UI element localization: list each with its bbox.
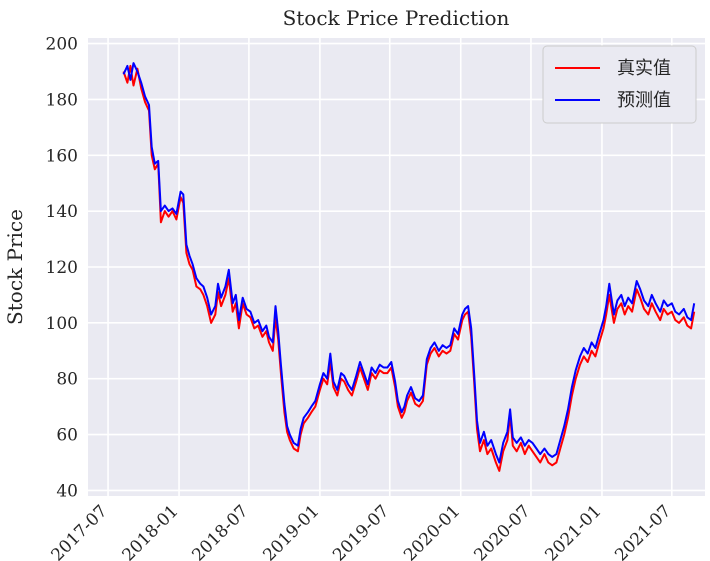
x-tick-labels: 2017-07 2018-01 2018-07 2019-01 2019-07 2020-… — [48, 501, 676, 561]
x-tick-label: 2018-07 — [188, 501, 252, 561]
x-tick-label: 2020-01 — [400, 501, 464, 561]
y-tick-label: 180 — [46, 90, 78, 110]
y-tick-label: 100 — [46, 314, 78, 334]
y-tick-label: 200 — [46, 35, 78, 55]
x-tick-label: 2017-07 — [48, 501, 112, 561]
series-line-actual — [122, 64, 696, 472]
legend-box — [542, 45, 697, 124]
legend: 真实值 预测值 — [542, 45, 697, 124]
x-tick-label: 2020-07 — [470, 501, 534, 561]
series-line-predicted — [122, 62, 696, 464]
y-tick-label: 60 — [56, 426, 78, 446]
x-tick-label: 2018-01 — [119, 501, 183, 561]
y-tick-labels: 40 60 80 100 120 140 160 180 200 — [46, 35, 78, 502]
x-tick-label: 2021-01 — [541, 501, 605, 561]
chart-title: Stock Price Prediction — [283, 6, 510, 30]
y-tick-label: 160 — [46, 146, 78, 166]
y-tick-label: 40 — [56, 481, 78, 501]
series-lines — [122, 62, 696, 472]
x-tick-label: 2019-01 — [259, 501, 323, 561]
x-tick-label: 2021-07 — [611, 501, 675, 561]
y-axis-label: Stock Price — [3, 209, 27, 325]
y-tick-label: 120 — [46, 258, 78, 278]
legend-label-actual: 真实值 — [617, 58, 671, 79]
legend-label-predicted: 预测值 — [617, 90, 671, 111]
x-tick-label: 2019-07 — [329, 501, 393, 561]
y-tick-label: 80 — [56, 370, 78, 390]
y-tick-label: 140 — [46, 202, 78, 222]
